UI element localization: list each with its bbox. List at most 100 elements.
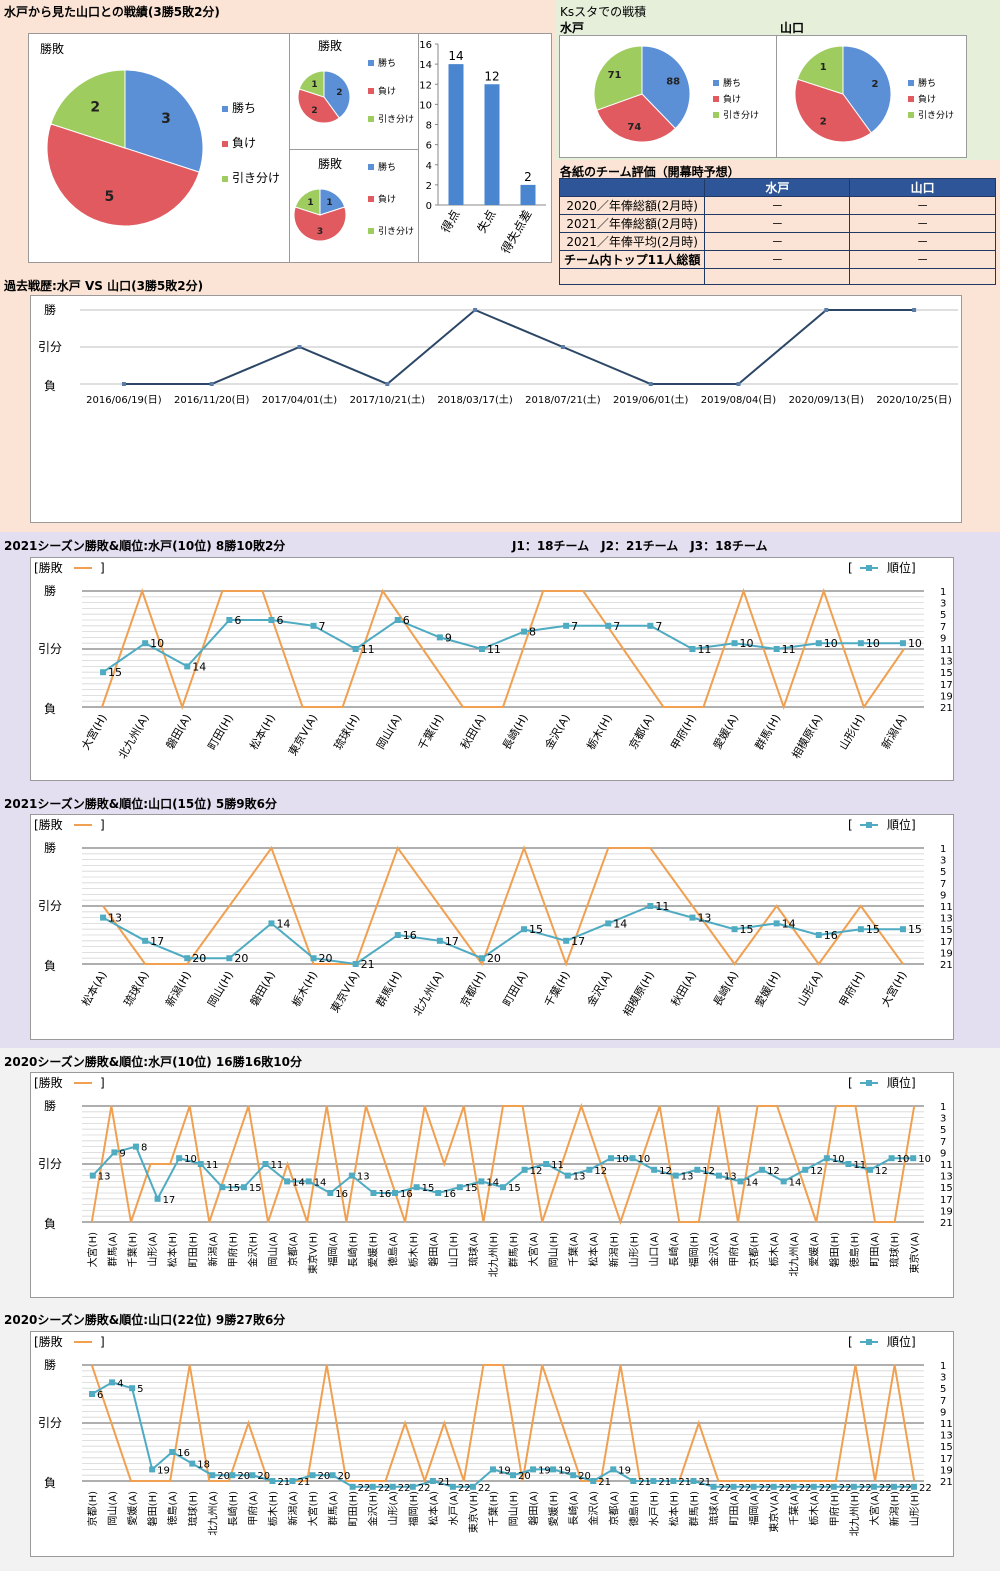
legend-label: 勝ち	[723, 77, 741, 89]
season-x-label: 大宮(A)	[527, 1232, 540, 1267]
season-x-label: 北九州(A)	[411, 969, 447, 1018]
pie-slice	[46, 123, 200, 227]
season-y-label-win: 勝	[44, 1098, 56, 1113]
season-panel-1	[30, 557, 954, 781]
season-x-label: 岡山(A)	[267, 1232, 279, 1267]
pie-data-label: 2	[311, 106, 317, 116]
pie-title: 勝敗	[40, 41, 64, 56]
rank-tick-label: 15	[940, 668, 953, 679]
season-x-label: 琉球(H)	[186, 1491, 199, 1526]
season-x-label: 大宮(H)	[878, 969, 910, 1010]
legend-rank-marker	[866, 822, 872, 828]
rank-data-label: 14	[486, 1177, 499, 1188]
rank-data-label: 8	[529, 626, 536, 639]
season-x-label: 金沢(A)	[542, 712, 573, 752]
pie-data-label: 5	[104, 189, 114, 205]
rank-point	[436, 634, 443, 641]
rank-point	[349, 1483, 356, 1490]
rank-tick-label: 5	[940, 1125, 946, 1136]
rank-point	[219, 1184, 226, 1191]
rank-point	[647, 903, 654, 909]
rank-tick-label: 15	[940, 1442, 953, 1453]
rank-point	[810, 1483, 817, 1490]
history-y-label-win: 勝	[44, 302, 56, 317]
rank-point	[469, 1483, 476, 1490]
pie-title: 勝敗	[318, 156, 342, 171]
rank-point	[226, 955, 233, 962]
legend-result-bracket: ]	[100, 1335, 105, 1349]
rank-point	[731, 640, 738, 647]
legend-swatch	[368, 60, 374, 66]
rank-point	[563, 622, 570, 629]
rank-point	[737, 1178, 744, 1185]
rank-data-label: 21	[361, 958, 375, 971]
bar-data-label: 14	[448, 49, 463, 63]
pie-data-label: 74	[627, 122, 641, 133]
rank-point	[209, 1472, 216, 1479]
legend-label: 引き分け	[378, 226, 414, 237]
rank-point	[543, 1161, 550, 1167]
season-x-label: 東京V(A)	[285, 712, 320, 759]
season-y-label-loss: 負	[44, 702, 56, 716]
rank-data-label: 10	[740, 637, 754, 650]
pie-data-label: 71	[608, 70, 622, 81]
rank-tick-label: 7	[940, 1137, 946, 1148]
rank-data-label: 14	[745, 1177, 758, 1188]
legend-label: 負け	[723, 93, 741, 105]
season-x-label: 千葉(H)	[541, 969, 573, 1010]
rank-point	[100, 669, 107, 676]
rank-data-label: 7	[571, 620, 578, 633]
rank-data-label: 20	[319, 952, 333, 965]
rank-data-label: 16	[335, 1189, 348, 1200]
season-x-label: 群馬(H)	[507, 1232, 520, 1267]
rank-point	[690, 1478, 697, 1484]
legend-swatch	[222, 176, 228, 182]
season-x-label: 磐田(A)	[163, 712, 194, 752]
rank-point	[100, 914, 107, 921]
rank-data-label: 13	[98, 1172, 111, 1183]
season-x-label: 松本(H)	[246, 712, 278, 753]
rank-point	[790, 1483, 797, 1490]
rank-point	[229, 1472, 236, 1479]
ks-yamaguchi-label: 山口	[780, 21, 805, 35]
legend-rank-label: 順位]	[887, 817, 916, 832]
bar-category-label: 得失点差	[498, 207, 535, 256]
table-cell: 2021／年俸平均(2月時)	[558, 232, 706, 251]
season-x-label: 大宮(H)	[86, 1232, 99, 1267]
rank-point	[650, 1478, 657, 1484]
rank-point	[815, 640, 822, 647]
legend-rank-bracket: [	[848, 561, 853, 575]
season1-title: 2021シーズン勝敗&順位:水戸(10位) 8勝10敗2分	[4, 539, 286, 553]
rank-point	[111, 1149, 118, 1156]
eval-col-0	[558, 178, 706, 197]
rank-tick-label: 1	[940, 587, 946, 598]
season-x-label: 松本(H)	[166, 1232, 179, 1267]
history-point	[121, 382, 126, 386]
legend-label: 負け	[918, 93, 936, 105]
season-x-label: 秋田(A)	[668, 969, 699, 1009]
rank-data-label: 20	[338, 1471, 351, 1482]
rank-data-label: 16	[824, 929, 838, 942]
season-x-label: 岡山(H)	[205, 969, 236, 1009]
rank-point	[89, 1391, 96, 1397]
season-x-label: 北九州(A)	[207, 1491, 219, 1536]
rank-point	[530, 1466, 537, 1473]
legend-result-label: [勝敗	[34, 1075, 63, 1090]
history-x-label: 2018/07/21(土)	[525, 393, 601, 406]
rank-point	[289, 1478, 296, 1484]
table-row: 2020／年俸総額(2月時) －－	[558, 196, 996, 215]
rank-data-label: 15	[866, 923, 880, 936]
rank-point	[478, 646, 485, 652]
season-x-label: 磐田(A)	[247, 969, 278, 1009]
pie-data-label: 2	[871, 79, 878, 90]
rank-point	[823, 1155, 830, 1162]
pie-data-label: 88	[666, 77, 680, 88]
rank-data-label: 17	[445, 935, 459, 948]
rank-point	[731, 926, 738, 933]
rank-point	[262, 1161, 269, 1167]
rank-point	[647, 622, 654, 629]
rank-data-label: 22	[799, 1483, 812, 1494]
rank-point	[129, 1385, 136, 1392]
bar-category-label: 得点	[438, 207, 463, 235]
rank-tick-label: 21	[940, 1218, 953, 1229]
